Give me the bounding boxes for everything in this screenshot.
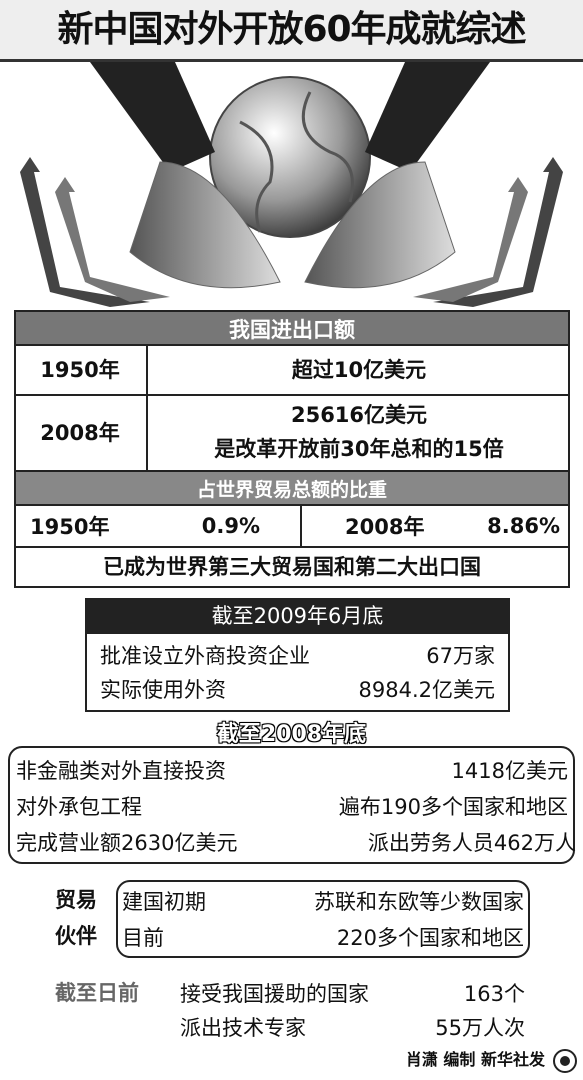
label: 建国初期 — [122, 886, 206, 916]
value: 220多个国家和地区 — [337, 922, 524, 952]
partners-row: 目前 220多个国家和地区 — [122, 920, 524, 954]
label: 派出技术专家 — [180, 1012, 306, 1042]
partners-label: 伙伴 — [55, 918, 97, 954]
year: 2008年 — [345, 511, 424, 541]
value: 派出劳务人员462万人 — [368, 827, 576, 857]
value: 8.86% — [487, 514, 560, 538]
illustration — [0, 62, 583, 307]
fdi-heading: 截至2009年6月底 — [85, 598, 510, 634]
page: 新中国对外开放60年成就综述 我国进出口额 1950年 超过10亿美元 2008… — [0, 0, 583, 1080]
label: 实际使用外资 — [100, 674, 226, 704]
value: 163个 — [464, 978, 525, 1008]
share-cell: 1950年 0.9% — [30, 504, 280, 548]
label: 对外承包工程 — [16, 791, 142, 821]
credit: 肖潇 编制 新华社发 — [330, 1046, 545, 1074]
fdi-row: 实际使用外资 8984.2亿美元 — [100, 672, 495, 706]
label: 接受我国援助的国家 — [180, 978, 369, 1008]
value: 1418亿美元 — [452, 755, 568, 785]
label: 非金融类对外直接投资 — [16, 755, 226, 785]
outward-heading: 截至2008年底 — [0, 716, 583, 748]
label: 批准设立外商投资企业 — [100, 640, 310, 670]
value: 25616亿美元 — [148, 398, 570, 432]
share-cell: 2008年 8.86% — [345, 504, 560, 548]
year: 1950年 — [14, 344, 148, 396]
year: 2008年 — [14, 394, 148, 472]
divider — [300, 504, 302, 548]
value: 超过10亿美元 — [148, 344, 570, 396]
fdi-row: 批准设立外商投资企业 67万家 — [100, 638, 495, 672]
label: 完成营业额2630亿美元 — [16, 827, 237, 857]
outward-row: 非金融类对外直接投资 1418亿美元 — [16, 752, 568, 788]
title: 新中国对外开放60年成就综述 — [0, 0, 583, 62]
year: 1950年 — [30, 511, 109, 541]
aid-heading: 截至日前 — [55, 976, 139, 1010]
logo — [552, 1048, 578, 1074]
note: 是改革开放前30年总和的15倍 — [148, 432, 570, 466]
aid-row: 接受我国援助的国家 163个 — [180, 976, 525, 1010]
value: 0.9% — [202, 514, 260, 538]
value: 遍布190多个国家和地区 — [339, 791, 568, 821]
trade-heading: 我国进出口额 — [14, 310, 570, 346]
outward-row: 对外承包工程 遍布190多个国家和地区 — [16, 788, 568, 824]
partners-row: 建国初期 苏联和东欧等少数国家 — [122, 884, 524, 918]
share-note: 已成为世界第三大贸易国和第二大出口国 — [14, 546, 570, 588]
aid-row: 派出技术专家 55万人次 — [180, 1010, 525, 1044]
outward-row: 完成营业额2630亿美元 派出劳务人员462万人 — [16, 824, 576, 860]
value: 苏联和东欧等少数国家 — [314, 886, 524, 916]
partners-label: 贸易 — [55, 882, 97, 918]
value: 8984.2亿美元 — [359, 674, 495, 704]
share-heading: 占世界贸易总额的比重 — [14, 470, 570, 506]
value: 67万家 — [426, 640, 495, 670]
label: 目前 — [122, 922, 164, 952]
value: 55万人次 — [435, 1012, 525, 1042]
